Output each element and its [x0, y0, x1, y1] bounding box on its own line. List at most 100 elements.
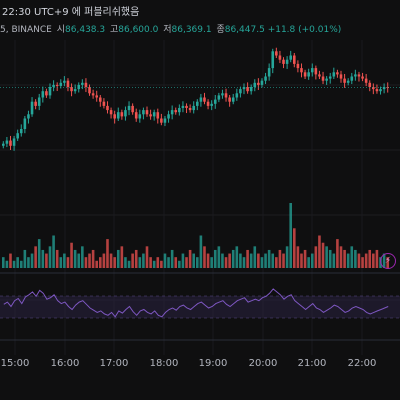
candle	[145, 110, 149, 115]
candle	[23, 118, 27, 129]
candle	[325, 78, 328, 81]
candle	[264, 76, 267, 81]
time-axis[interactable]: 15:00 16:00 17:00 18:00 19:00 20:00 21:0…	[0, 358, 400, 378]
volume-bar	[5, 260, 9, 268]
candle	[293, 55, 296, 64]
candle	[210, 103, 213, 106]
volume-bar	[210, 257, 213, 268]
volume-bar	[142, 253, 145, 268]
candle	[203, 97, 206, 102]
candle	[289, 55, 292, 60]
candle	[55, 84, 59, 86]
candle	[354, 74, 357, 77]
volume-bar	[307, 257, 310, 268]
candle	[336, 72, 339, 75]
lightning-icon[interactable]: ⚡	[380, 253, 396, 269]
volume-bar	[174, 257, 178, 268]
time-label: 15:00	[0, 358, 30, 369]
volume-bar	[217, 246, 221, 268]
candle	[88, 87, 91, 94]
candle	[91, 93, 95, 96]
volume-bar	[239, 253, 242, 268]
volume-bar	[156, 257, 160, 268]
time-label: 21:00	[297, 358, 327, 369]
publish-status-text: 22:30 UTC+9 에 퍼블리쉬했음	[2, 7, 140, 18]
time-label: 20:00	[248, 358, 278, 369]
low-value: 86,369.1	[171, 25, 212, 35]
volume-bar	[16, 257, 19, 268]
low-label: 저	[163, 25, 172, 35]
candle	[361, 76, 364, 79]
volume-bar	[368, 249, 372, 268]
volume-bar	[328, 249, 332, 268]
volume-bar	[55, 249, 59, 268]
volume-bar	[77, 253, 81, 268]
candle	[59, 82, 63, 86]
candle	[84, 82, 88, 87]
candle	[30, 101, 34, 115]
candle	[116, 112, 120, 119]
candle	[339, 74, 343, 79]
volume-bar	[45, 253, 48, 268]
candle	[106, 105, 109, 111]
volume-bar	[185, 257, 188, 268]
volume-bar	[91, 249, 95, 268]
ohlc-legend: 5, BINANCE 시86,438.3 고86,600.0 저86,369.1…	[0, 22, 341, 35]
candle	[267, 68, 271, 77]
volume-bar	[30, 253, 34, 268]
candle	[142, 110, 145, 115]
candle	[188, 108, 192, 111]
candle	[257, 82, 260, 85]
volume-bar	[178, 260, 181, 268]
candle	[12, 138, 16, 146]
volume-bar	[152, 260, 156, 268]
volume-bar	[300, 253, 303, 268]
volume-bar	[372, 253, 375, 268]
volume-bar	[19, 260, 23, 268]
candle	[275, 51, 278, 56]
candle	[149, 114, 152, 117]
volume-bar	[63, 253, 66, 268]
candle	[221, 93, 224, 96]
candle	[379, 89, 382, 92]
volume-bar	[81, 246, 84, 268]
candle	[253, 82, 257, 87]
volume-bar	[12, 260, 16, 268]
volume-bar	[303, 249, 307, 268]
candle	[109, 110, 113, 115]
candle	[321, 76, 325, 81]
candle	[375, 89, 379, 92]
candle	[328, 76, 332, 79]
volume-bar	[364, 253, 368, 268]
volume-bar	[41, 249, 45, 268]
volume-bar	[95, 260, 98, 268]
volume-bar	[264, 253, 267, 268]
volume-bar	[131, 253, 134, 268]
volume-bar	[70, 242, 73, 268]
candle	[41, 91, 45, 98]
candle	[70, 87, 73, 92]
high-label: 고	[109, 25, 119, 35]
candle	[95, 95, 98, 98]
candle	[332, 72, 336, 77]
candle	[34, 101, 37, 106]
candle	[196, 101, 199, 106]
volume-bar	[343, 249, 346, 268]
candle	[16, 133, 19, 139]
candle	[163, 118, 167, 123]
candle	[9, 140, 12, 146]
candle	[2, 143, 5, 146]
close-label: 종	[216, 25, 225, 35]
volume-bar	[285, 246, 289, 268]
candle	[228, 97, 231, 102]
candle	[120, 112, 124, 117]
candle	[134, 112, 138, 119]
volume-bar	[99, 257, 102, 268]
volume-bar	[260, 257, 264, 268]
candle	[242, 87, 246, 90]
candle	[138, 114, 142, 119]
volume-bar	[289, 203, 292, 268]
candle	[156, 112, 160, 119]
